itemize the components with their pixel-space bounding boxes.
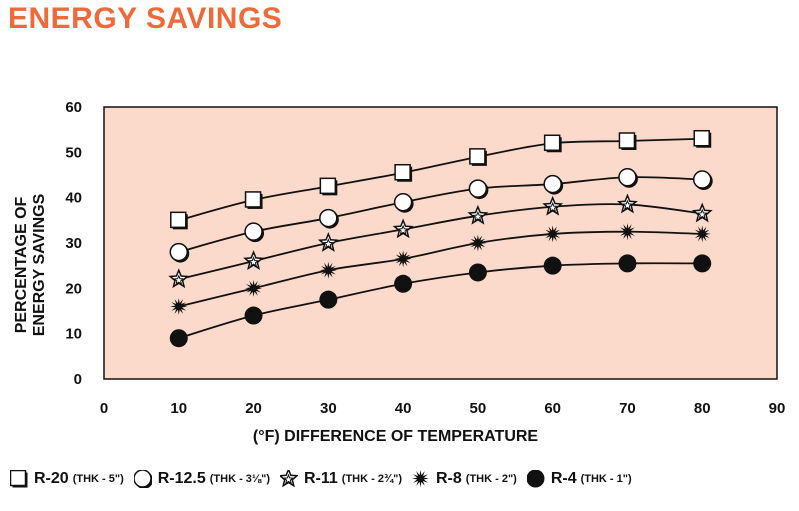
x-tick-label: 90 [769,400,786,417]
data-point-r-11 [317,232,339,252]
data-point-r-4 [693,254,712,273]
data-point-r-12.5 [468,179,489,200]
legend-item-r-20: R-20 (THK - 5") [10,470,124,488]
legend-item-r-4: R-4 (THK - 1") [526,470,632,488]
y-axis-label-line: ENERGY SAVINGS [31,193,48,336]
legend-marker-circle-open-icon [133,470,152,488]
data-point-r-4 [543,256,562,275]
x-tick-label: 0 [100,400,108,417]
data-point-r-20 [469,148,487,166]
chart: 0 10 20 30 40 50 60 0 10 20 30 40 50 60 70 80 90 PERCEN… [13,99,786,445]
legend-marker-star-open-icon [279,470,298,488]
x-axis-label: (°F) DIFFERENCE OF TEMPERATURE [253,428,539,445]
data-point-r-20 [693,129,712,148]
legend: R-20 (THK - 5") R-12.5 (THK - 3⅛") R-11 (THK … [10,470,632,488]
data-point-r-11 [616,193,638,214]
legend-series-name: R-12.5 [157,470,206,487]
x-tick-label: 60 [544,400,561,417]
legend-marker-square-icon [10,470,28,488]
data-point-r-12.5 [169,242,190,263]
chart-title: ENERGY SAVINGS [8,2,283,35]
data-point-r-12.5 [244,222,265,243]
data-point-r-20 [170,211,188,230]
y-tick-label: 0 [74,371,82,388]
legend-series-name: R-4 [550,470,577,487]
x-tick-label: 20 [245,400,262,417]
data-point-r-11 [542,195,564,216]
data-point-r-11 [392,218,414,239]
y-tick-label: 20 [65,280,82,297]
x-axis-ticks: 0 10 20 30 40 50 60 70 80 90 [100,400,786,417]
data-point-r-11 [467,204,489,225]
legend-series-name: R-8 [436,470,462,487]
legend-marker-shape [133,470,152,488]
legend-series-note: (THK - 5") [72,473,124,485]
legend-series-note: (THK - 1") [580,473,632,485]
legend-item-r-12.5: R-12.5 (THK - 3⅛") [133,470,270,488]
data-point-r-20 [244,191,263,209]
legend-marker-star-filled-icon [412,470,429,487]
data-point-r-8 [544,225,562,243]
plot-area [103,106,778,380]
data-point-r-20 [394,163,413,182]
legend-item-r-11: R-11 (THK - 2¾") [279,470,402,488]
data-point-r-8 [394,250,412,268]
data-point-r-8 [319,261,337,279]
data-point-r-11 [691,202,713,223]
data-point-r-11 [243,250,265,271]
legend-marker-circle-filled-icon [526,470,545,488]
data-point-r-4 [169,329,188,348]
series-markers [168,129,713,348]
legend-marker-shape [412,470,429,487]
legend-series-note: (THK - 3⅛") [209,473,270,485]
data-point-r-20 [319,177,338,196]
data-point-r-12.5 [618,168,638,188]
data-point-r-20 [618,132,637,150]
data-point-r-4 [468,263,487,282]
y-tick-label: 30 [65,235,82,252]
y-tick-label: 10 [65,326,82,343]
legend-series-note: (THK - 2") [465,473,517,485]
data-point-r-4 [618,254,637,273]
y-axis-label: PERCENTAGE OFENERGY SAVINGS [13,193,48,336]
x-tick-label: 30 [320,400,337,417]
data-point-r-4 [244,306,263,325]
y-axis-ticks: 0 10 20 30 40 50 60 [65,99,82,388]
data-point-r-12.5 [393,192,414,213]
legend-marker-shape [279,470,298,488]
data-point-r-12.5 [692,170,713,191]
y-axis-label-line: PERCENTAGE OF [13,196,30,333]
data-point-r-20 [543,134,562,153]
data-point-r-4 [394,274,413,293]
y-tick-label: 60 [65,99,82,116]
legend-marker-shape [526,470,545,488]
legend-item-r-8: R-8 (THK - 2") [412,470,517,488]
legend-series-note: (THK - 2¾") [341,473,402,485]
y-tick-label: 50 [65,144,82,161]
data-point-r-8 [245,279,263,297]
data-point-r-4 [319,290,338,309]
x-tick-label: 70 [619,400,636,417]
data-point-r-8 [618,223,636,241]
x-tick-label: 80 [694,400,711,417]
data-point-r-8 [170,297,188,315]
x-tick-label: 10 [170,400,187,417]
data-point-r-12.5 [319,208,339,229]
data-point-r-8 [693,225,711,243]
legend-series-name: R-20 [34,470,69,487]
legend-marker-shape [10,470,28,488]
data-point-r-11 [168,268,190,289]
x-tick-label: 50 [470,400,487,417]
x-tick-label: 40 [395,400,412,417]
data-point-r-12.5 [543,174,564,195]
y-tick-label: 40 [65,190,82,207]
data-point-r-8 [469,234,487,252]
legend-series-name: R-11 [303,470,338,487]
